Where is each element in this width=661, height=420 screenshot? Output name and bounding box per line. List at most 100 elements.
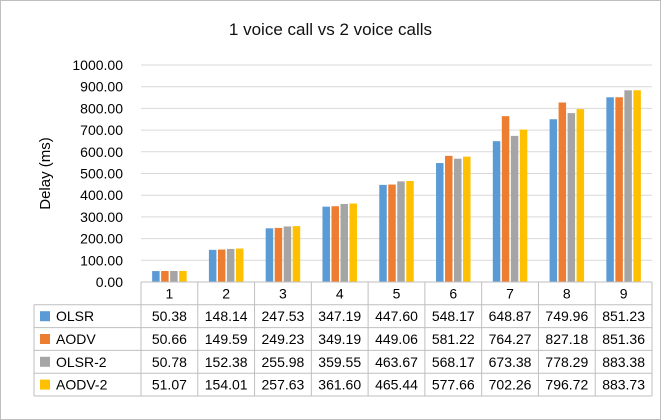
- data-label: 764.27: [489, 331, 532, 347]
- data-label: 255.98: [262, 354, 305, 370]
- chart-title: 1 voice call vs 2 voice calls: [228, 20, 433, 39]
- data-label: 50.66: [152, 331, 187, 347]
- bar: [463, 156, 471, 282]
- data-label: 152.38: [205, 354, 248, 370]
- data-label: 449.06: [375, 331, 418, 347]
- bar: [445, 155, 453, 282]
- bar: [519, 129, 528, 282]
- data-label: 247.53: [262, 308, 305, 324]
- y-tick-label: 600.00: [80, 144, 123, 160]
- data-label: 50.38: [152, 308, 187, 324]
- data-label: 249.23: [262, 331, 305, 347]
- bar: [454, 158, 462, 282]
- legend-key: [40, 356, 50, 367]
- bar: [492, 141, 501, 282]
- data-label: 447.60: [375, 308, 418, 324]
- x-tick-label: 4: [336, 285, 344, 301]
- data-label: 359.55: [318, 354, 361, 370]
- data-label: 349.19: [318, 331, 361, 347]
- x-tick-label: 3: [279, 285, 287, 301]
- data-label: 548.17: [432, 308, 475, 324]
- x-tick-label: 5: [393, 285, 401, 301]
- y-tick-label: 100.00: [80, 252, 123, 268]
- data-label: 257.63: [262, 377, 305, 393]
- legend-label: AODV-2: [56, 377, 108, 393]
- y-tick-label: 300.00: [80, 209, 123, 225]
- bar: [208, 249, 217, 282]
- y-tick-label: 200.00: [80, 231, 123, 247]
- x-tick-label: 1: [165, 285, 173, 301]
- bar: [576, 109, 585, 283]
- data-label: 778.29: [545, 354, 588, 370]
- data-label: 702.26: [489, 377, 532, 393]
- legend-key: [40, 311, 50, 322]
- bar: [379, 184, 387, 282]
- bar: [217, 249, 226, 282]
- y-tick-label: 400.00: [80, 187, 123, 203]
- data-label: 581.22: [432, 331, 475, 347]
- y-tick-label: 0.00: [96, 274, 123, 290]
- bar: [161, 271, 169, 282]
- bar: [274, 227, 283, 282]
- data-label: 827.18: [545, 331, 588, 347]
- bar: [615, 97, 623, 282]
- bar: [179, 270, 187, 282]
- y-tick-label: 1000.00: [72, 57, 123, 73]
- legend-key: [40, 379, 50, 390]
- data-label: 568.17: [432, 354, 475, 370]
- bar: [549, 119, 558, 282]
- data-label: 851.23: [602, 308, 645, 324]
- data-label: 347.19: [318, 308, 361, 324]
- data-label: 577.66: [432, 377, 475, 393]
- y-tick-label: 500.00: [80, 166, 123, 182]
- data-label: 51.07: [152, 377, 187, 393]
- bar: [283, 226, 292, 282]
- data-label: 851.36: [602, 331, 645, 347]
- bar: [510, 135, 519, 282]
- bar: [265, 228, 274, 282]
- bar: [633, 90, 641, 282]
- data-label: 883.73: [602, 377, 645, 393]
- x-tick-label: 8: [563, 285, 571, 301]
- bar: [388, 184, 396, 282]
- data-label: 673.38: [489, 354, 532, 370]
- data-label: 465.44: [375, 377, 418, 393]
- legend-label: AODV: [56, 331, 96, 347]
- bar: [567, 113, 576, 282]
- x-tick-label: 2: [222, 285, 230, 301]
- data-label: 648.87: [489, 308, 532, 324]
- bar: [340, 203, 348, 282]
- bar: [406, 180, 414, 282]
- x-tick-label: 9: [620, 285, 628, 301]
- y-axis-label: Delay (ms): [37, 137, 54, 210]
- bar: [331, 206, 339, 282]
- data-label: 796.72: [545, 377, 588, 393]
- x-tick-label: 6: [449, 285, 457, 301]
- legend-label: OLSR: [56, 308, 94, 324]
- bar: [322, 206, 330, 282]
- bar: [558, 102, 567, 282]
- y-tick-label: 700.00: [80, 122, 123, 138]
- data-label: 148.14: [205, 308, 248, 324]
- y-tick-label: 900.00: [80, 79, 123, 95]
- data-label: 463.67: [375, 354, 418, 370]
- bar: [152, 271, 160, 282]
- data-label: 361.60: [318, 377, 361, 393]
- bar: [349, 203, 357, 282]
- bar: [170, 270, 178, 282]
- bar: [624, 90, 632, 282]
- data-label: 50.78: [152, 354, 187, 370]
- bar: [436, 163, 444, 282]
- bar: [226, 248, 235, 282]
- legend-label: OLSR-2: [56, 354, 107, 370]
- bar: [397, 181, 405, 282]
- bar: [292, 226, 301, 282]
- y-tick-label: 800.00: [80, 100, 123, 116]
- legend-key: [40, 334, 50, 344]
- data-label: 154.01: [205, 377, 248, 393]
- data-label: 749.96: [545, 308, 588, 324]
- data-label: 883.38: [602, 354, 645, 370]
- x-tick-label: 7: [506, 285, 514, 301]
- bar: [501, 116, 510, 282]
